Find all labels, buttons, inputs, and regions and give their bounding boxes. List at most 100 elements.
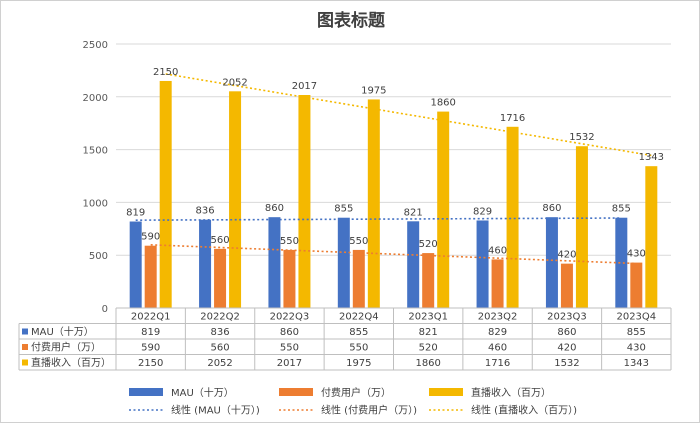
table-cell: 1860	[415, 358, 440, 369]
bar	[506, 126, 519, 308]
data-label: 550	[280, 236, 299, 247]
table-cell: 2150	[138, 358, 163, 369]
x-tick-label: 2023Q1	[408, 312, 448, 323]
trend-lines	[135, 73, 652, 265]
data-label: 560	[211, 235, 230, 246]
data-label: 836	[196, 206, 215, 217]
data-label: 860	[265, 203, 284, 214]
bar	[298, 95, 311, 309]
bar	[476, 220, 489, 308]
legend-label: 付费用户（万）	[321, 386, 391, 399]
data-label: 420	[557, 250, 576, 261]
table-cell: 1975	[346, 358, 371, 369]
legend-label: 直播收入（百万）	[471, 386, 551, 399]
x-tick-label: 2022Q3	[270, 312, 310, 323]
x-tick-label: 2022Q1	[131, 312, 171, 323]
legend-label: MAU（十万）	[171, 386, 234, 399]
data-label: 460	[488, 245, 507, 256]
y-tick-label: 1000	[83, 198, 108, 209]
bar	[199, 219, 212, 308]
bar	[367, 99, 380, 308]
data-label: 2052	[222, 77, 247, 88]
bar	[491, 259, 504, 308]
table-legend-key	[22, 328, 28, 335]
data-label: 550	[349, 236, 368, 247]
bar	[615, 217, 628, 308]
table-cell: 855	[627, 327, 646, 338]
trendline	[165, 73, 652, 157]
data-labels: 819 836 860 855 821 829 860 855 590 560 550 550 520 4…	[126, 67, 664, 261]
table-legend-key	[22, 359, 28, 366]
table-series-name: 付费用户（万）	[31, 341, 101, 354]
x-tick-label: 2023Q2	[478, 312, 518, 323]
table-cell: 860	[280, 327, 299, 338]
x-tick-label: 2022Q2	[200, 312, 240, 323]
y-tick-label: 2000	[83, 93, 108, 104]
bar	[229, 91, 242, 308]
bar	[630, 262, 643, 308]
table-cell: 1532	[554, 358, 579, 369]
data-label: 1343	[639, 152, 664, 163]
x-tick-label: 2023Q3	[547, 312, 587, 323]
table-cell: 2017	[277, 358, 302, 369]
table-cell: 1716	[485, 358, 510, 369]
data-label: 819	[126, 208, 145, 219]
y-tick-label: 0	[102, 304, 108, 315]
table-cell: 550	[349, 343, 368, 354]
table-cell: 860	[557, 327, 576, 338]
bar	[159, 80, 172, 309]
data-label: 1860	[430, 98, 455, 109]
bar	[268, 217, 281, 308]
data-label: 2017	[292, 81, 317, 92]
data-label: 855	[612, 204, 631, 215]
bar	[129, 221, 142, 308]
table-cell: 2052	[207, 358, 232, 369]
table-cell: 590	[141, 343, 160, 354]
legend-swatch	[279, 388, 313, 396]
legend-label: 线性 (付费用户（万）)	[321, 404, 417, 417]
table-cell: 1343	[624, 358, 649, 369]
bar	[437, 111, 450, 308]
bar	[407, 221, 420, 308]
table-cell: 821	[419, 327, 438, 338]
chart-title: 图表标题	[317, 10, 386, 31]
data-label: 1532	[569, 132, 594, 143]
data-table: 2022Q1 2022Q2 2022Q3 2022Q4 2023Q1 2023Q2 2023…	[18, 307, 672, 371]
data-label: 821	[404, 207, 423, 218]
table-cell: 836	[211, 327, 230, 338]
bar	[337, 217, 350, 308]
data-label: 1716	[500, 113, 525, 124]
y-tick-label: 2500	[83, 40, 108, 51]
bar	[645, 166, 658, 308]
legend-swatch	[129, 388, 163, 396]
table-cell: 430	[627, 343, 646, 354]
table-cell: 855	[349, 327, 368, 338]
bar	[575, 146, 588, 308]
data-label: 590	[141, 232, 160, 243]
table-cell: 550	[280, 343, 299, 354]
table-cell: 520	[419, 343, 438, 354]
legend-label: 线性 (直播收入（百万）)	[471, 404, 577, 417]
data-label: 520	[419, 239, 438, 250]
table-series-name: 直播收入（百万）	[31, 356, 111, 369]
legend-label: 线性 (MAU（十万）)	[171, 404, 260, 417]
data-label: 430	[627, 249, 646, 260]
bar	[214, 248, 227, 308]
bar	[283, 249, 296, 308]
legend: MAU（十万） 付费用户（万） 直播收入（百万） 线性 (MAU（十万）) 线性 (付费…	[129, 386, 577, 417]
data-label: 1975	[361, 85, 386, 96]
bar-marks	[129, 80, 658, 309]
data-label: 855	[334, 204, 353, 215]
bar	[545, 217, 558, 308]
y-tick-label: 1500	[83, 146, 108, 157]
legend-swatch	[429, 388, 463, 396]
bar	[422, 253, 435, 308]
table-series-name: MAU（十万）	[31, 325, 94, 338]
table-cell: 819	[141, 327, 160, 338]
y-tick-label: 500	[89, 251, 108, 262]
data-label: 860	[542, 203, 561, 214]
bar	[560, 263, 573, 308]
x-tick-label: 2023Q4	[616, 312, 656, 323]
